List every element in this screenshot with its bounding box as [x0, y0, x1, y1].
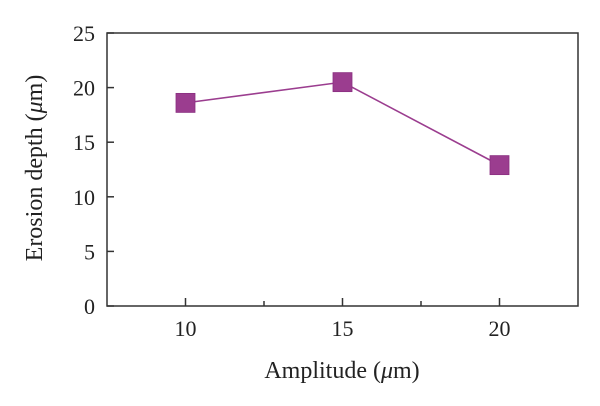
y-tick-label: 10 — [73, 185, 95, 210]
y-axis-title: Erosion depth (μm) — [22, 75, 48, 262]
x-tick-label: 10 — [175, 316, 197, 341]
data-point — [176, 93, 195, 112]
data-point — [333, 73, 352, 92]
y-tick-label: 15 — [73, 130, 95, 155]
y-ticks: 0 5 10 15 20 25 — [73, 21, 114, 319]
y-tick-label: 20 — [73, 76, 95, 101]
series — [176, 73, 509, 175]
x-ticks: 10 15 20 — [175, 298, 511, 341]
y-tick-label: 5 — [84, 239, 95, 264]
data-point — [490, 156, 509, 175]
series-line — [186, 82, 500, 165]
x-tick-label: 15 — [332, 316, 354, 341]
y-tick-label: 0 — [84, 294, 95, 319]
y-tick-label: 25 — [73, 21, 95, 46]
x-axis-title: Amplitude (μm) — [264, 358, 419, 384]
x-tick-label: 20 — [489, 316, 511, 341]
